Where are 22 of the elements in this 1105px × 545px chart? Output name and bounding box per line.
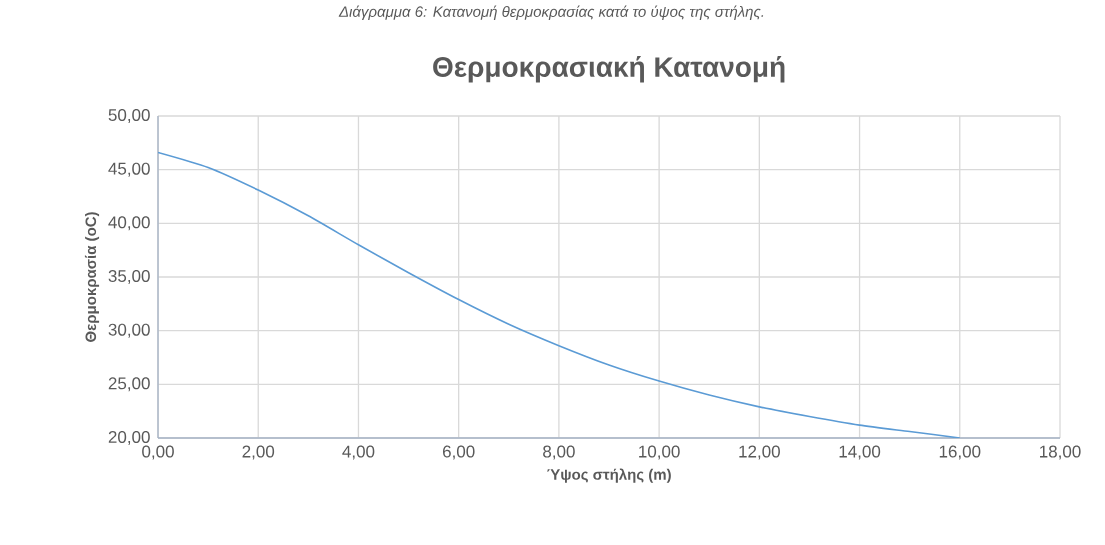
x-tick-label: 2,00 — [242, 445, 275, 460]
y-tick-label: 25,00 — [108, 377, 150, 392]
x-tick-label: 6,00 — [442, 445, 475, 460]
line-series — [158, 151, 961, 438]
x-tick-label: 18,00 — [1040, 445, 1081, 460]
y-tick-label: 20,00 — [108, 430, 150, 446]
y-axis-title: Θερμοκρασία (oC) — [84, 212, 100, 342]
x-tick-label: 12,00 — [739, 445, 780, 460]
y-tick-label: 40,00 — [108, 216, 150, 231]
text: Διάγραμμα 6: Κατανομή θερμοκρασίας κατά το ύψος της στήλης. — [338, 5, 764, 20]
y-tick-label: 30,00 — [108, 323, 150, 338]
x-axis-title: Ύψος στήλης (m) — [547, 468, 671, 483]
x-tick-label: 10,00 — [639, 445, 680, 460]
y-tick-label: 45,00 — [108, 162, 150, 177]
x-tick-label: 0,00 — [142, 445, 174, 460]
y-tick-label: 35,00 — [108, 269, 150, 285]
chart-title: Θερμοκρασιακή Κατανομή — [433, 56, 785, 83]
x-tick-label: 16,00 — [939, 445, 981, 460]
x-tick-label: 14,00 — [839, 445, 881, 460]
y-tick-label: 50,00 — [108, 108, 150, 124]
x-tick-label: 4,00 — [342, 445, 375, 460]
x-tick-label: 8,00 — [543, 445, 575, 460]
